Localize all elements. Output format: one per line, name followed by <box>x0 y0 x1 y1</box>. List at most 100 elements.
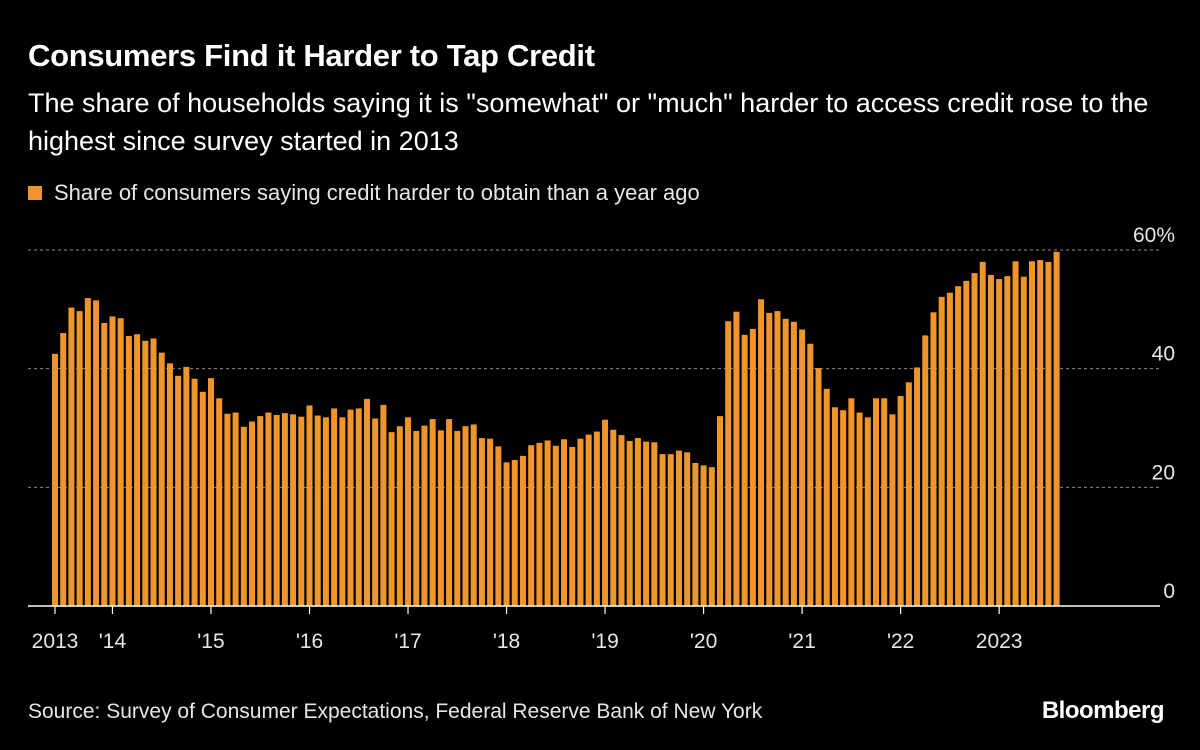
bar <box>1045 261 1052 606</box>
bar <box>856 412 863 606</box>
bar <box>561 439 568 606</box>
bar <box>815 368 822 606</box>
bar <box>413 430 420 606</box>
bar <box>782 318 789 606</box>
x-tick-label: '21 <box>788 630 815 653</box>
bar <box>175 375 182 606</box>
bar <box>692 463 699 606</box>
bar <box>347 409 354 606</box>
bar <box>158 352 165 606</box>
legend-label: Share of consumers saying credit harder … <box>54 180 700 205</box>
bar <box>725 321 732 606</box>
bar <box>741 334 748 606</box>
x-tick-label: 2013 <box>32 630 79 653</box>
bar <box>577 438 584 606</box>
bar <box>265 412 272 606</box>
bar <box>675 450 682 606</box>
bar <box>462 426 469 606</box>
bar <box>544 440 551 606</box>
bloomberg-logo: Bloomberg <box>1041 697 1165 724</box>
bar <box>667 454 674 606</box>
x-tick-label: '19 <box>591 630 618 653</box>
bar <box>142 340 149 606</box>
bar <box>889 414 896 606</box>
bar <box>207 378 214 606</box>
bar <box>873 398 879 606</box>
bar <box>585 434 592 606</box>
bar <box>987 274 994 606</box>
x-tick-label: '20 <box>690 630 717 653</box>
bar <box>922 335 929 606</box>
bar <box>905 382 912 606</box>
x-tick-label: '14 <box>99 630 127 653</box>
bar <box>700 465 707 606</box>
bar <box>708 467 715 606</box>
bar <box>224 413 231 606</box>
y-tick-label: 60% <box>1133 224 1175 247</box>
bar <box>1053 251 1060 606</box>
x-tick-label: 2023 <box>976 630 1023 653</box>
bar <box>831 407 838 606</box>
bar <box>109 316 116 606</box>
bar <box>511 460 518 606</box>
bar <box>930 312 937 606</box>
x-tick-label: '22 <box>887 630 914 653</box>
bar <box>470 424 477 606</box>
bar <box>1020 276 1027 606</box>
bar <box>758 299 765 606</box>
bar <box>134 334 141 606</box>
bar <box>503 462 510 606</box>
bar <box>446 419 453 606</box>
bar <box>380 404 387 606</box>
bar <box>881 398 888 606</box>
bar <box>1012 261 1019 606</box>
bar <box>306 405 313 606</box>
bar <box>618 435 625 606</box>
bar <box>93 300 100 606</box>
bar <box>150 338 157 606</box>
x-tick-label: '17 <box>394 630 421 653</box>
bar <box>437 430 444 606</box>
bar <box>1004 276 1011 606</box>
bar <box>372 418 379 606</box>
bar <box>125 336 132 606</box>
bar <box>848 398 855 606</box>
bar <box>199 391 206 606</box>
bar <box>314 415 321 606</box>
bar <box>963 280 970 606</box>
bar <box>388 432 395 606</box>
bar <box>191 378 198 606</box>
bar <box>84 298 91 606</box>
bar <box>634 438 641 606</box>
bar <box>290 414 297 606</box>
bar <box>807 343 814 606</box>
bar <box>331 408 338 606</box>
bar <box>1037 260 1044 606</box>
bar <box>52 353 58 606</box>
bar <box>643 441 650 606</box>
bar <box>528 445 535 606</box>
bar <box>76 311 83 606</box>
bar <box>429 419 436 606</box>
bar <box>60 333 67 606</box>
bar <box>249 421 256 606</box>
x-tick-label: '16 <box>296 630 323 653</box>
bar <box>355 408 362 606</box>
bar <box>897 395 904 606</box>
y-tick-label: 40 <box>1152 343 1175 366</box>
bar <box>823 388 830 606</box>
bar <box>257 416 264 606</box>
bar <box>396 426 403 606</box>
bar <box>68 307 75 606</box>
bar <box>659 454 666 606</box>
bar <box>281 413 288 606</box>
bar <box>363 398 370 606</box>
bar <box>478 438 485 606</box>
bar <box>602 419 609 606</box>
bar <box>216 398 223 606</box>
bar <box>938 296 945 606</box>
x-tick-label: '18 <box>493 630 520 653</box>
bar <box>651 442 658 606</box>
bar <box>749 328 756 606</box>
chart-subtitle: The share of households saying it is "so… <box>28 88 1149 156</box>
